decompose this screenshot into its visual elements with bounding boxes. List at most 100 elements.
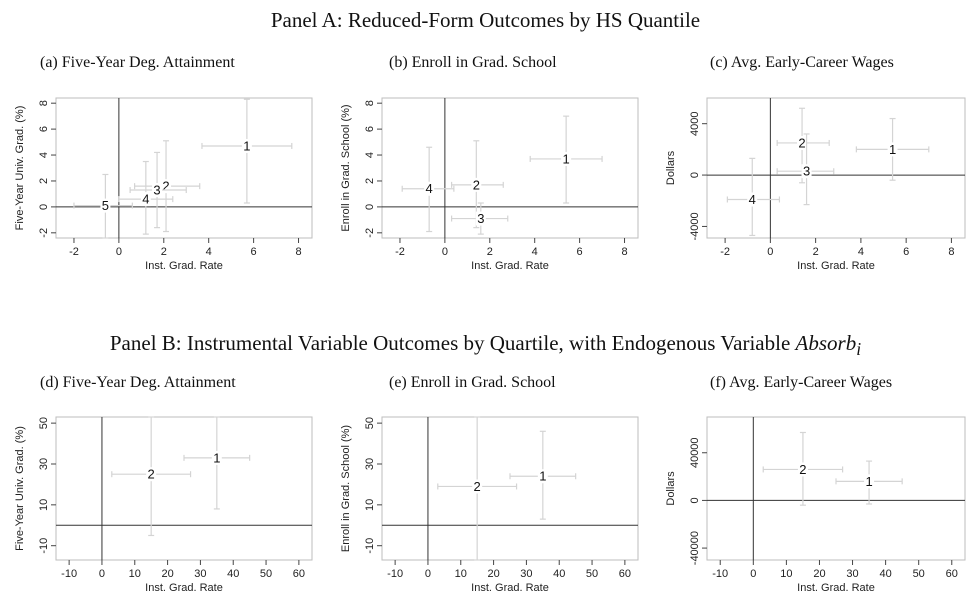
x-axis-label: Inst. Grad. Rate	[145, 582, 223, 594]
x-tick-label: 4	[858, 246, 864, 258]
plot-frame	[55, 97, 313, 239]
x-tick-label: 50	[586, 568, 598, 580]
point-label-backdrop	[161, 179, 172, 194]
y-tick-label: 0	[689, 172, 701, 178]
x-tick-label: 20	[487, 568, 499, 580]
x-tick-label: 0	[442, 246, 448, 258]
x-tick-label: 20	[161, 568, 173, 580]
y-tick-label: 2	[38, 178, 50, 184]
point-label: 4	[749, 192, 756, 207]
data-point-5: 5	[73, 173, 133, 239]
x-tick-label: 60	[946, 568, 958, 580]
point-label: 4	[426, 181, 433, 196]
x-axis-label: Inst. Grad. Rate	[797, 582, 875, 594]
chart-e: -10 0 10 20 30 40 50 60 Inst. Grad. Rate -10 10 30 5…	[340, 416, 639, 594]
point-label: 2	[162, 179, 169, 194]
y-axis-label: Enroll in Grad. School (%)	[340, 104, 352, 231]
x-tick-label: 10	[780, 568, 792, 580]
y-tick-label: 4	[38, 152, 50, 158]
data-point-4: 4	[726, 157, 781, 237]
panel-b-title: Panel B: Instrumental Variable Outcomes …	[0, 331, 971, 360]
data-point-1: 1	[855, 117, 930, 181]
y-tick-label: 0	[364, 204, 376, 210]
data-point-3: 3	[129, 151, 187, 229]
y-axis-label: Five-Year Univ. Grad. (%)	[14, 106, 26, 231]
y-tick-label: -40000	[689, 531, 701, 565]
x-axis-label: Inst. Grad. Rate	[797, 260, 875, 272]
point-label-backdrop	[152, 183, 163, 198]
point-label-backdrop	[146, 467, 157, 482]
x-tick-label: 60	[619, 568, 631, 580]
y-tick-label: -2	[364, 228, 376, 238]
point-label-backdrop	[424, 181, 435, 196]
y-axis-label: Dollars	[665, 471, 677, 506]
x-axis-label: Inst. Grad. Rate	[471, 260, 549, 272]
chart-d: -10 0 10 20 30 40 50 60 Inst. Grad. Rate -10 10 30 5…	[14, 416, 313, 594]
point-label: 2	[148, 467, 155, 482]
point-label-backdrop	[471, 177, 482, 192]
y-axis-label: Dollars	[665, 150, 677, 185]
x-tick-label: 8	[295, 246, 301, 258]
point-label-backdrop	[140, 192, 151, 207]
y-tick-label: 30	[38, 458, 50, 470]
y-tick-label: 10	[38, 499, 50, 511]
y-tick-label: 30	[364, 458, 376, 470]
point-label-backdrop	[475, 211, 486, 226]
panel-b-title-variable-subscript: i	[856, 339, 862, 360]
panel-b-title-variable-name: Absorb	[795, 331, 857, 355]
x-axis-label: Inst. Grad. Rate	[145, 260, 223, 272]
x-tick-label: -10	[712, 568, 728, 580]
x-tick-label: 10	[455, 568, 467, 580]
data-point-4: 4	[118, 160, 174, 235]
y-tick-label: -2	[38, 228, 50, 238]
plot-frame	[706, 416, 966, 561]
subplot-title-e: (e) Enroll in Grad. School	[389, 374, 556, 391]
data-point-1: 1	[835, 460, 903, 505]
y-tick-label: 6	[364, 126, 376, 132]
x-tick-label: 0	[767, 246, 773, 258]
x-tick-label: 50	[913, 568, 925, 580]
x-tick-label: 0	[99, 568, 105, 580]
y-tick-label: 50	[364, 417, 376, 429]
point-label-backdrop	[797, 462, 808, 477]
chart-f: -10 0 10 20 30 40 50 60 Inst. Grad. Rate -40000 0 4…	[665, 416, 966, 594]
y-tick-label: 8	[38, 100, 50, 106]
data-point-2: 2	[762, 431, 844, 506]
x-tick-label: 0	[425, 568, 431, 580]
data-point-1: 1	[183, 416, 251, 510]
x-tick-label: 10	[129, 568, 141, 580]
y-tick-label: 40000	[689, 437, 701, 468]
x-tick-label: 2	[161, 246, 167, 258]
x-tick-label: 8	[621, 246, 627, 258]
x-tick-label: 30	[520, 568, 532, 580]
plot-frame	[381, 97, 639, 239]
y-tick-label: 2	[364, 178, 376, 184]
plot-frame	[55, 416, 313, 561]
subplot-title-c: (c) Avg. Early-Career Wages	[710, 54, 894, 71]
point-label: 1	[213, 450, 220, 465]
x-tick-label: -2	[69, 246, 79, 258]
point-label: 1	[865, 474, 872, 489]
point-label-backdrop	[887, 142, 898, 157]
x-tick-label: 40	[227, 568, 239, 580]
y-tick-label: 4000	[689, 111, 701, 135]
y-axis-label: Five-Year Univ. Grad. (%)	[14, 426, 26, 551]
x-axis-label: Inst. Grad. Rate	[471, 582, 549, 594]
point-label: 3	[153, 183, 160, 198]
x-tick-label: 8	[948, 246, 954, 258]
point-label: 2	[474, 479, 481, 494]
panel-a-title: Panel A: Reduced-Form Outcomes by HS Qua…	[270, 8, 701, 32]
y-tick-label: -10	[38, 538, 50, 554]
point-label: 1	[563, 151, 570, 166]
panel-b-title-text: Panel B: Instrumental Variable Outcomes …	[109, 331, 796, 355]
point-label-backdrop	[864, 474, 875, 489]
data-point-1: 1	[529, 115, 603, 204]
y-tick-label: 10	[364, 499, 376, 511]
y-tick-label: 0	[689, 497, 701, 503]
x-tick-label: -2	[720, 246, 730, 258]
data-point-3: 3	[776, 133, 835, 206]
point-label-backdrop	[747, 192, 758, 207]
x-tick-label: 20	[813, 568, 825, 580]
point-label: 4	[142, 192, 149, 207]
